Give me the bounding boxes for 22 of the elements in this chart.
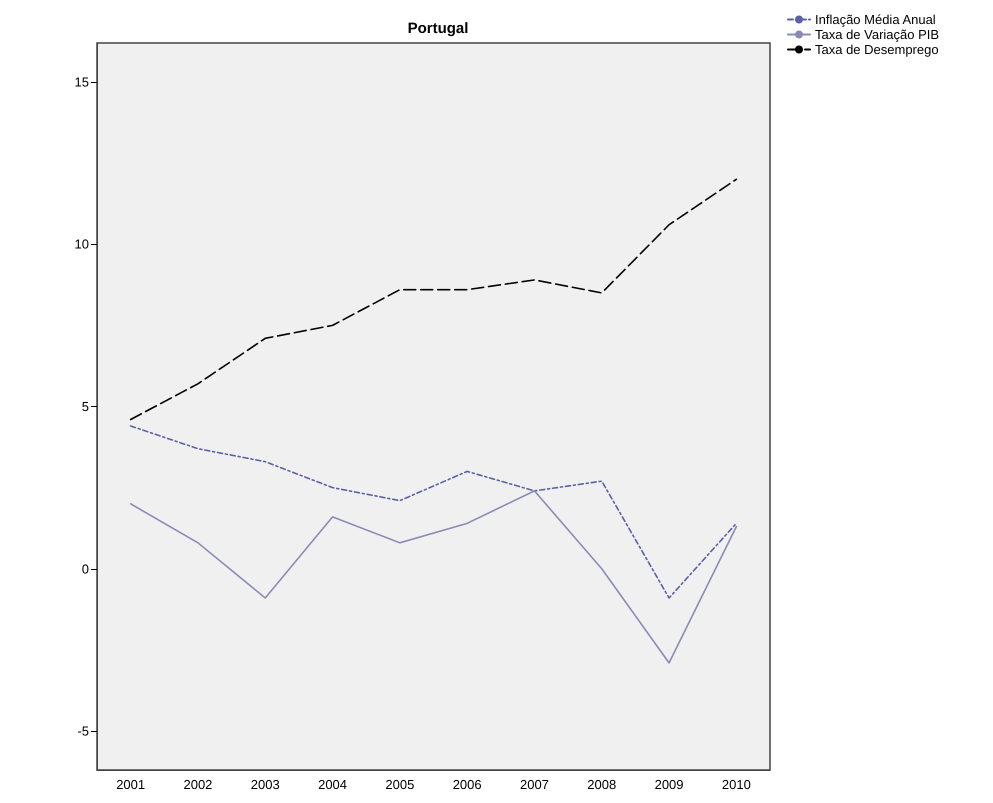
legend-label: Taxa de Variação PIB: [815, 27, 940, 42]
y-tick-label: 15: [74, 74, 89, 90]
chart-title: Portugal: [408, 20, 468, 37]
y-tick-label: 10: [74, 236, 89, 252]
x-tick-label: 2002: [183, 777, 212, 792]
x-tick-label: 2001: [116, 777, 146, 792]
x-tick-label: 2003: [250, 777, 280, 792]
y-tick-label: 0: [82, 561, 89, 576]
x-tick-label: 2005: [385, 777, 414, 792]
legend-label: Taxa de Desemprego: [815, 42, 939, 57]
x-tick-label: 2010: [722, 777, 751, 792]
x-tick-label: 2007: [520, 777, 549, 792]
x-tick-label: 2008: [587, 777, 616, 792]
x-tick-label: 2006: [452, 777, 482, 792]
x-tick-label: 2004: [318, 777, 348, 792]
y-tick-label: 5: [82, 399, 89, 414]
x-tick-label: 2009: [654, 777, 684, 792]
line-series: [130, 490, 738, 664]
y-tick-label: -5: [77, 724, 89, 739]
legend-label: Inflação Média Anual: [815, 12, 936, 27]
line-series: [130, 425, 738, 599]
line-series: [130, 178, 738, 420]
